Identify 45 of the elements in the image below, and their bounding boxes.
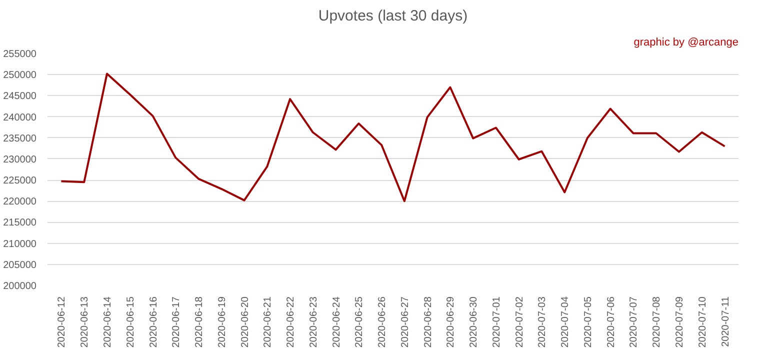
x-tick-label: 2020-07-10 xyxy=(697,296,708,348)
x-tick-label: 2020-06-30 xyxy=(468,296,480,348)
y-tick-label: 250000 xyxy=(3,70,37,82)
y-tick-label: 220000 xyxy=(3,196,37,208)
x-tick-label: 2020-06-14 xyxy=(102,296,114,348)
y-tick-label: 225000 xyxy=(3,176,37,187)
line-series xyxy=(60,72,726,202)
y-tick-label: 235000 xyxy=(3,133,37,144)
x-tick-label: 2020-07-07 xyxy=(628,296,640,348)
y-tick-label: 215000 xyxy=(3,218,37,229)
x-tick-label: 2020-06-21 xyxy=(262,296,274,348)
text: graphic by @arcange xyxy=(634,36,739,48)
y-tick-label: 255000 xyxy=(3,49,37,60)
x-tick-label: 2020-06-28 xyxy=(422,296,434,348)
x-tick-label: 2020-06-12 xyxy=(56,296,68,348)
x-tick-label: 2020-06-24 xyxy=(331,296,342,348)
x-tick-label: 2020-06-27 xyxy=(400,296,411,348)
x-tick-label: 2020-06-29 xyxy=(446,296,457,348)
y-tick-label: 210000 xyxy=(3,238,37,250)
x-tick-label: 2020-06-18 xyxy=(194,296,206,348)
x-tick-label: 2020-07-08 xyxy=(652,296,663,348)
y-tick-label: 245000 xyxy=(3,91,37,102)
y-tick-label: 230000 xyxy=(3,154,37,166)
x-tick-label: 2020-06-13 xyxy=(80,296,91,348)
y-tick-label: 240000 xyxy=(3,112,37,124)
x-tick-label: 2020-06-22 xyxy=(286,296,297,348)
x-tick-label: 2020-07-11 xyxy=(720,296,732,347)
x-tick-label: 2020-06-26 xyxy=(377,296,388,348)
x-tick-label: 2020-07-05 xyxy=(582,296,594,348)
x-tick-label: 2020-07-03 xyxy=(537,296,548,348)
x-tick-label: 2020-07-01 xyxy=(491,296,502,348)
x-tick-label: 2020-06-23 xyxy=(308,296,320,348)
x-tick-label: 2020-06-25 xyxy=(354,296,366,348)
x-tick-label: 2020-06-16 xyxy=(148,296,160,348)
x-tick-label: 2020-07-09 xyxy=(674,296,686,348)
y-tick-label: 200000 xyxy=(3,281,37,292)
y-tick-label: 205000 xyxy=(3,260,37,271)
x-tick-label: 2020-07-04 xyxy=(560,296,572,348)
x-tick-label: 2020-06-19 xyxy=(216,296,228,348)
x-tick-label: 2020-06-15 xyxy=(125,296,136,348)
chart-title: Upvotes (last 30 days) xyxy=(318,8,468,24)
x-tick-label: 2020-07-06 xyxy=(606,296,617,348)
x-tick-label: 2020-06-17 xyxy=(171,296,182,348)
x-tick-label: 2020-07-02 xyxy=(514,296,526,348)
x-tick-label: 2020-06-20 xyxy=(240,296,251,348)
